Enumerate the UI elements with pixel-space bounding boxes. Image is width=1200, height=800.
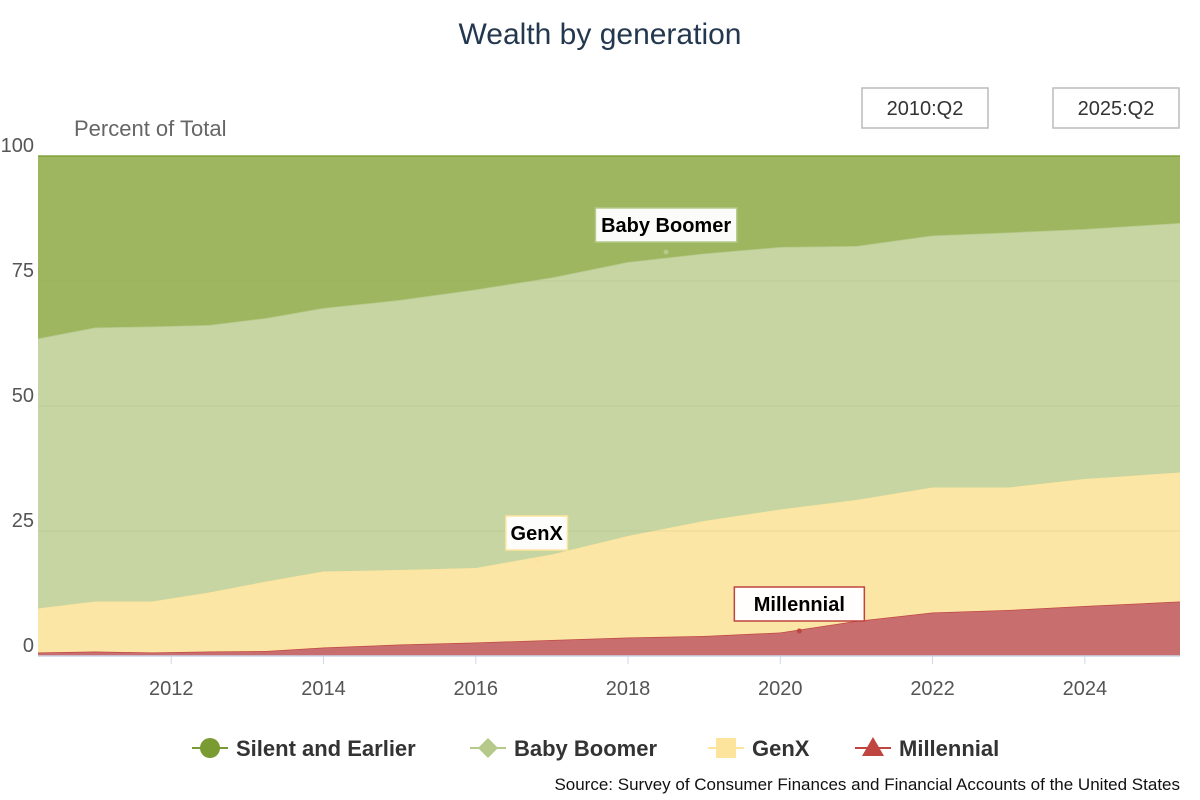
area-millennial: [38, 601, 1180, 656]
legend-item-millennial[interactable]: Millennial: [855, 736, 999, 761]
callout-baby-boomer: Baby Boomer: [594, 207, 738, 255]
range-selector: 2010:Q2 2025:Q2: [861, 87, 1180, 129]
area-baby-boomer: [38, 223, 1180, 609]
y-axis-ticks: 0 25 50 75 100: [1, 135, 34, 657]
legend-item-genx[interactable]: GenX: [708, 736, 810, 761]
callout-label: GenX: [511, 523, 564, 545]
legend-marker-diamond: [478, 738, 498, 758]
x-axis-ticks: 2012 2014 2016 2018 2020 2022 2024: [149, 656, 1107, 700]
y-tick-label: 25: [12, 510, 34, 532]
legend-label: Baby Boomer: [514, 736, 657, 761]
y-tick-label: 100: [1, 135, 34, 157]
x-tick-label: 2024: [1063, 678, 1108, 700]
callout-millennial: Millennial: [733, 586, 866, 634]
legend-marker-square: [716, 738, 736, 758]
legend-label: Millennial: [899, 736, 999, 761]
y-tick-label: 50: [12, 385, 34, 407]
legend-label: Silent and Earlier: [236, 736, 416, 761]
legend-item-silent-and-earlier[interactable]: Silent and Earlier: [192, 736, 416, 761]
chart-title: Wealth by generation: [459, 18, 742, 51]
area-genx: [38, 472, 1180, 653]
callout-box: [594, 207, 738, 243]
callout-point: [796, 628, 802, 634]
range-end-label[interactable]: 2025:Q2: [1078, 98, 1155, 120]
x-tick-label: 2020: [758, 678, 803, 700]
area-silent-and-earlier: [38, 156, 1180, 339]
callout-box: [733, 586, 866, 622]
x-tick-label: 2012: [149, 678, 194, 700]
callout-label: Millennial: [754, 594, 845, 616]
callout-point: [534, 557, 540, 563]
callout-genx: GenX: [505, 515, 569, 563]
x-tick-label: 2014: [301, 678, 346, 700]
y-axis-label: Percent of Total: [74, 116, 226, 141]
callout-label: Baby Boomer: [601, 215, 731, 237]
series-callouts: Baby Boomer GenX Millennial: [505, 207, 866, 634]
plot-areas: [37, 155, 1181, 656]
y-tick-label: 0: [23, 635, 34, 657]
callout-point: [663, 249, 669, 255]
legend-marker-triangle: [862, 737, 884, 756]
x-tick-label: 2022: [910, 678, 955, 700]
x-tick-label: 2018: [606, 678, 651, 700]
gridlines: [38, 280, 1180, 657]
source-note: Source: Survey of Consumer Finances and …: [554, 775, 1180, 794]
legend-label: GenX: [752, 736, 810, 761]
legend-item-baby-boomer[interactable]: Baby Boomer: [470, 736, 657, 761]
range-start-box[interactable]: [861, 87, 989, 129]
y-tick-label: 75: [12, 260, 34, 282]
range-end-box[interactable]: [1052, 87, 1180, 129]
x-tick-label: 2016: [454, 678, 499, 700]
legend: Silent and Earlier Baby Boomer GenX Millenn…: [192, 736, 999, 761]
legend-marker-circle: [200, 738, 220, 758]
range-start-label[interactable]: 2010:Q2: [887, 98, 964, 120]
callout-box: [505, 515, 569, 551]
